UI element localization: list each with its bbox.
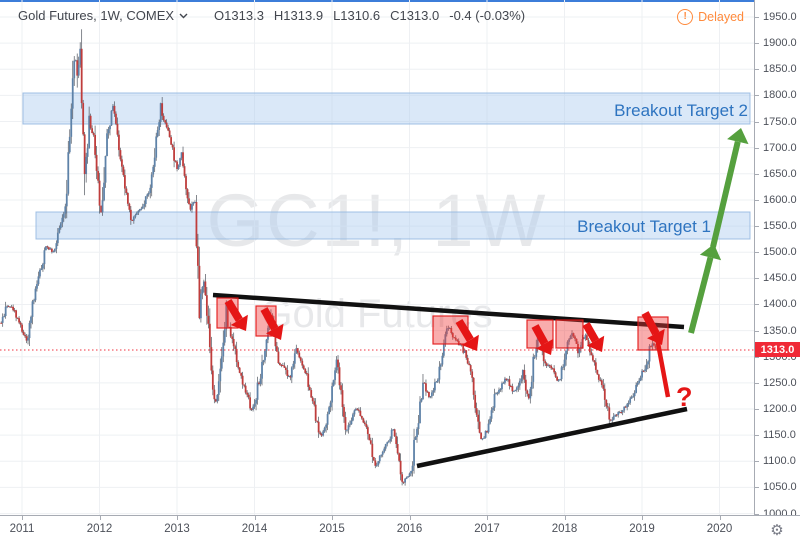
- year-tick-mark: [99, 516, 101, 520]
- price-tick-mark: [755, 147, 759, 149]
- price-tick-mark: [755, 513, 759, 515]
- year-tick-label: 2012: [86, 523, 113, 535]
- price-tick-mark: [755, 487, 759, 489]
- price-tick-mark: [755, 304, 759, 306]
- delayed-label: Delayed: [698, 10, 744, 24]
- price-tick-mark: [755, 199, 759, 201]
- year-tick-label: 2019: [629, 523, 655, 535]
- price-tick-label: 1700.0: [763, 141, 797, 154]
- window-top-accent-bar: [0, 0, 800, 2]
- exclamation-circle-icon: !: [677, 9, 694, 25]
- year-tick-mark: [487, 516, 488, 520]
- chevron-down-icon: [179, 13, 188, 18]
- open-value: O1313.3: [214, 8, 264, 23]
- chart-legend: Gold Futures, 1W, COMEX O1313.3 H1313.9 …: [18, 8, 525, 23]
- year-tick-mark: [254, 516, 256, 520]
- price-tick-mark: [755, 435, 759, 437]
- gear-icon[interactable]: ⚙: [770, 521, 784, 539]
- price-tick-mark: [755, 43, 759, 45]
- price-tick-label: 1550.0: [763, 220, 797, 233]
- price-tick-label: 1100.0: [763, 455, 796, 468]
- price-tick-mark: [755, 278, 759, 280]
- year-tick-label: 2017: [474, 523, 500, 535]
- year-tick-label: 2014: [241, 523, 268, 535]
- price-tick-label: 1950.0: [763, 11, 797, 23]
- price-tick-mark: [755, 382, 759, 384]
- price-tick-label: 1800.0: [763, 89, 797, 102]
- change-value: -0.4 (-0.03%): [449, 8, 526, 23]
- price-tick-mark: [755, 69, 759, 71]
- price-tick-mark: [755, 226, 759, 228]
- price-tick-mark: [755, 409, 759, 411]
- price-tick-label: 1350.0: [763, 324, 797, 337]
- price-tick-label: 1250.0: [763, 376, 797, 389]
- price-chart[interactable]: Breakout Target 2 Breakout Target 1?: [0, 0, 754, 515]
- price-tick-label: 1450.0: [763, 272, 797, 285]
- symbol-title: Gold Futures, 1W, COMEX: [18, 8, 175, 23]
- price-tick-mark: [755, 330, 759, 332]
- price-tick-label: 1400.0: [763, 298, 797, 311]
- year-tick-label: 2013: [164, 523, 190, 535]
- delayed-data-badge[interactable]: ! Delayed: [677, 9, 744, 25]
- price-tick-label: 1500.0: [763, 246, 797, 259]
- price-tick-mark: [755, 17, 759, 18]
- year-tick-label: 2018: [551, 523, 578, 535]
- last-price-tag: 1313.0: [755, 342, 800, 358]
- time-axis[interactable]: 2011 2012 2013 2014 2015 2016 2017 2018 2019 2020: [0, 515, 754, 543]
- price-tick-label: 1050.0: [763, 481, 797, 494]
- price-tick-mark: [755, 121, 759, 123]
- svg-text:Breakout Target 1: Breakout Target 1: [577, 217, 711, 236]
- year-tick-mark: [719, 516, 721, 520]
- year-tick-mark: [642, 516, 643, 520]
- price-tick-label: 1850.0: [763, 63, 797, 76]
- year-tick-label: 2016: [396, 523, 423, 535]
- svg-text:?: ?: [676, 382, 693, 412]
- svg-text:Breakout Target 2: Breakout Target 2: [614, 101, 748, 120]
- year-tick-mark: [332, 516, 333, 520]
- year-tick-label: 2015: [319, 523, 345, 535]
- price-tick-mark: [755, 461, 759, 463]
- price-tick-label: 1200.0: [763, 403, 797, 416]
- year-tick-label: 2011: [9, 523, 35, 535]
- symbol-title-button[interactable]: Gold Futures, 1W, COMEX: [18, 8, 188, 23]
- price-tick-mark: [755, 252, 759, 254]
- price-tick-label: 1650.0: [763, 167, 797, 180]
- price-tick-mark: [755, 95, 759, 97]
- price-tick-label: 1900.0: [763, 37, 797, 50]
- close-value: C1313.0: [390, 8, 440, 23]
- year-tick-label: 2020: [706, 523, 733, 535]
- year-tick-mark: [177, 516, 178, 520]
- price-tick-label: 1600.0: [763, 193, 797, 206]
- year-tick-mark: [409, 516, 411, 520]
- ohlc-values: O1313.3 H1313.9 L1310.6 C1313.0 -0.4 (-0…: [214, 8, 525, 23]
- price-axis[interactable]: 1313.0 1950.0 1900.0 1850.0 1800.0 1750.0 170…: [754, 0, 800, 543]
- year-tick-mark: [564, 516, 566, 520]
- low-value: L1310.6: [333, 8, 381, 23]
- price-tick-label: 1150.0: [763, 429, 796, 442]
- year-tick-mark: [22, 516, 23, 520]
- price-tick-label: 1750.0: [763, 115, 797, 128]
- axis-corner: ⚙: [754, 515, 800, 543]
- price-tick-mark: [755, 173, 759, 175]
- high-value: H1313.9: [273, 8, 324, 23]
